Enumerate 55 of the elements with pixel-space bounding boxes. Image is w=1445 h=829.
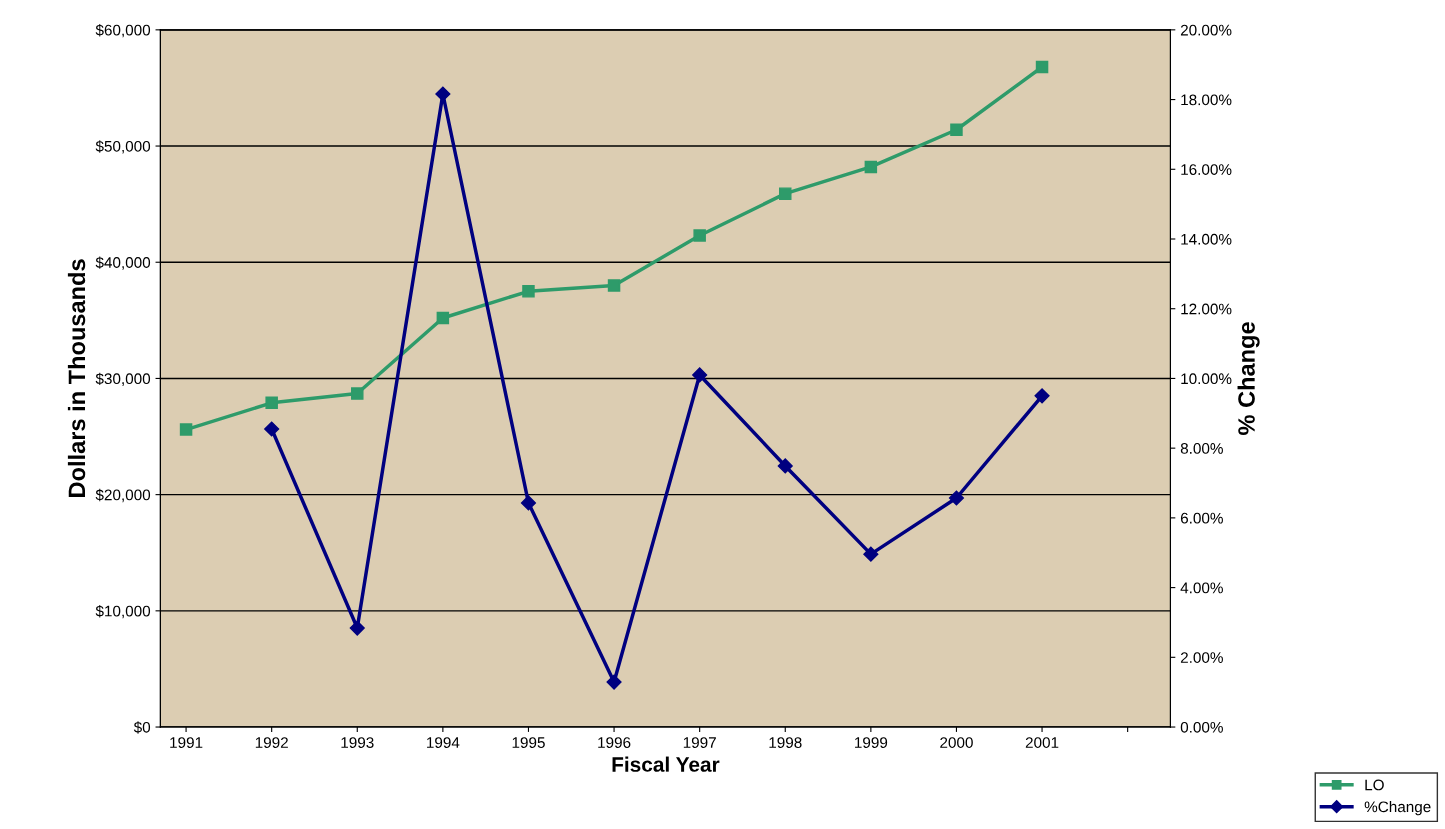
point	[779, 187, 792, 200]
point	[863, 546, 879, 562]
x-axis-title: Fiscal Year	[612, 756, 720, 772]
y2-tick-label: 18.00%	[1181, 94, 1232, 106]
y2-tick-label: 2.00%	[1180, 652, 1223, 663]
x-tick-label: 1995	[512, 737, 545, 748]
point	[522, 285, 535, 298]
x-tick-label: 1998	[769, 737, 802, 748]
y-tick-label: $40,000	[95, 256, 151, 270]
point	[1035, 60, 1049, 74]
point	[864, 160, 878, 174]
point	[349, 620, 365, 636]
y-tick-label: $50,000	[95, 140, 151, 154]
y2-tick-label: 20.00%	[1180, 24, 1232, 36]
y2-tick-label: 16.00%	[1181, 164, 1232, 175]
y2-tick-label: 0.00%	[1180, 721, 1223, 733]
x-tick-label: 1996	[598, 737, 631, 748]
x-tick-label: 1992	[255, 737, 288, 748]
legend-label: %Change	[1364, 801, 1431, 816]
x-tick-label: 1993	[341, 737, 374, 748]
y2-tick-label: 14.00%	[1181, 233, 1232, 245]
x-tick-label: 1994	[427, 737, 460, 748]
point	[179, 423, 193, 436]
y-tick-label: $60,000	[95, 24, 151, 38]
x-tick-label: 1997	[683, 737, 716, 748]
legend-label: LO	[1365, 779, 1384, 791]
point	[1034, 388, 1050, 404]
x-tick-label: 2001	[1025, 737, 1059, 748]
y-tick-label: $30,000	[95, 372, 151, 386]
y2-tick-label: 12.00%	[1181, 303, 1232, 315]
point	[264, 421, 280, 437]
x-tick-label: 2000	[940, 737, 973, 748]
y-tick-label: $0	[133, 721, 151, 734]
y-tick-label: $20,000	[95, 488, 151, 503]
y-axis-title: Dollars in Thousands	[67, 259, 86, 497]
y2-axis-title: % Change	[1237, 322, 1260, 435]
point	[265, 396, 278, 410]
point	[606, 674, 622, 690]
y2-tick-label: 8.00%	[1180, 443, 1223, 454]
point	[693, 229, 706, 242]
point	[436, 311, 450, 325]
point	[692, 367, 708, 383]
point	[948, 490, 965, 506]
point	[607, 279, 621, 292]
point	[351, 387, 364, 400]
y2-tick-label: 10.00%	[1181, 373, 1232, 385]
y2-tick-label: 4.00%	[1180, 582, 1223, 594]
x-tick-label: 1991	[170, 737, 203, 748]
point	[435, 86, 451, 102]
x-tick-label: 1999	[855, 737, 888, 748]
y-tick-label: $10,000	[95, 605, 151, 619]
point	[520, 495, 537, 511]
point	[777, 458, 793, 474]
point	[950, 123, 963, 137]
y2-tick-label: 6.00%	[1180, 512, 1223, 524]
